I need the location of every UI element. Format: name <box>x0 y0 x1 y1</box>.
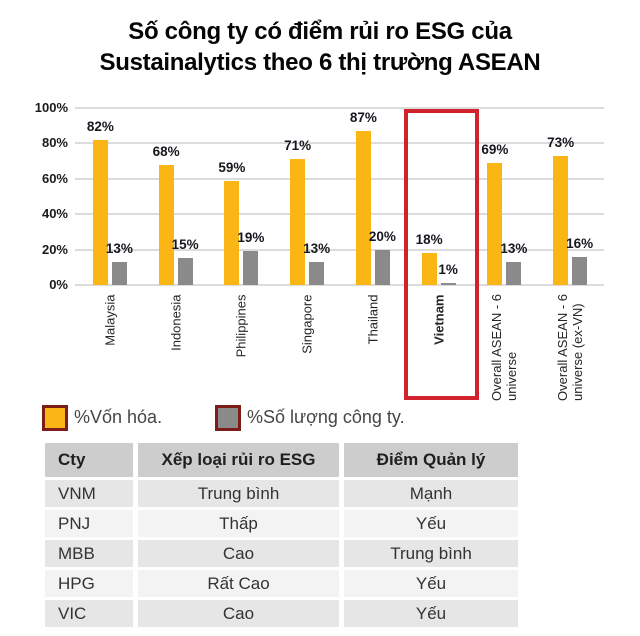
bar-value-label: 13% <box>303 240 331 256</box>
gridline-60 <box>75 177 604 180</box>
bar-marketcap-overall-asean-6-universe <box>487 162 503 285</box>
bar-value-label: 68% <box>152 143 180 159</box>
table-cell: Yếu <box>344 600 518 627</box>
y-axis-tick-label: 60% <box>41 170 68 186</box>
table-cell: Trung bình <box>344 540 518 567</box>
x-axis-label: Overall ASEAN - 6 universe <box>487 294 521 412</box>
bar-count-overall-asean-6-universe <box>506 261 522 285</box>
bar-value-label: 18% <box>415 232 443 248</box>
x-axis-label-text: Overall ASEAN - 6 universe (ex-VN) <box>555 294 586 401</box>
x-axis-label-text: Malaysia <box>102 294 118 346</box>
table-row-ticker: VIC <box>45 600 133 627</box>
x-axis-label-text: Thailand <box>365 294 381 344</box>
table-row-ticker: VNM <box>45 480 133 507</box>
y-axis-tick-label: 20% <box>41 241 68 257</box>
table-row-ticker: MBB <box>45 540 133 567</box>
bar-count-thailand <box>374 249 390 285</box>
bar-value-label: 1% <box>438 262 458 277</box>
x-axis-label: Singapore <box>298 294 317 412</box>
bar-marketcap-malaysia <box>92 139 108 285</box>
bar-marketcap-philippines <box>224 180 240 285</box>
bar-chart: 0% 20% 40% 60% 80% 100% 82% 13% Malaysia 68% 15% In… <box>34 100 604 412</box>
bar-count-philippines <box>243 251 259 285</box>
bar-count-singapore <box>309 261 325 285</box>
table-header-cell: Cty <box>45 443 133 477</box>
x-axis-label: Philippines <box>232 294 251 412</box>
gridline-100 <box>75 107 604 109</box>
x-axis-label-text: Overall ASEAN - 6 universe <box>489 294 520 401</box>
gridline-80 <box>75 142 604 145</box>
gridline-0 <box>75 284 604 286</box>
table-row-ticker: PNJ <box>45 510 133 537</box>
legend-label-market-cap: %Vốn hóa. <box>74 407 163 427</box>
legend-swatch-company-count <box>215 405 241 431</box>
y-axis-tick-label: 80% <box>41 135 68 151</box>
bar-value-label: 59% <box>218 159 246 175</box>
x-axis-label: Thailand <box>363 294 382 412</box>
x-axis-label: Indonesia <box>166 294 185 412</box>
table-cell: Yếu <box>344 510 518 537</box>
bar-value-label: 82% <box>86 118 114 134</box>
table-cell: Trung bình <box>138 480 339 507</box>
y-axis-tick-label: 0% <box>49 277 68 292</box>
table-cell: Yếu <box>344 570 518 597</box>
bar-count-overall-asean-6-universe-ex-vn- <box>572 256 588 285</box>
bar-value-label: 71% <box>284 138 312 154</box>
table-cell: Thấp <box>138 510 339 537</box>
table-cell: Cao <box>138 600 339 627</box>
bar-value-label: 15% <box>171 237 199 253</box>
bar-marketcap-thailand <box>355 131 371 285</box>
table-cell: Rất Cao <box>138 570 339 597</box>
page-title: Số công ty có điểm rủi ro ESG của Sustai… <box>0 16 640 78</box>
table-header-cell: Xếp loại rủi ro ESG <box>138 443 339 477</box>
gridline-40 <box>75 213 604 216</box>
y-axis-tick-label: 100% <box>34 100 68 115</box>
bar-value-label: 16% <box>566 235 594 251</box>
x-axis-label: Overall ASEAN - 6 universe (ex-VN) <box>553 294 587 412</box>
table-cell: Cao <box>138 540 339 567</box>
x-axis-label-text: Singapore <box>299 294 315 354</box>
bar-marketcap-overall-asean-6-universe-ex-vn- <box>553 155 569 285</box>
bar-value-label: 13% <box>105 240 133 256</box>
bar-value-label: 69% <box>481 141 509 157</box>
gridline-20 <box>75 248 604 251</box>
x-axis-label-text: Philippines <box>233 294 249 357</box>
bar-count-malaysia <box>111 261 127 285</box>
page-title-line1: Số công ty có điểm rủi ro ESG của <box>128 18 512 45</box>
bar-marketcap-vietnam <box>421 253 437 285</box>
page-title-line2: Sustainalytics theo 6 thị trường ASEAN <box>99 49 541 76</box>
bar-value-label: 87% <box>349 110 377 125</box>
table-cell: Mạnh <box>344 480 518 507</box>
bar-marketcap-singapore <box>290 159 306 285</box>
table-row-ticker: HPG <box>45 570 133 597</box>
x-axis-label: Malaysia <box>100 294 119 412</box>
table-header-cell: Điểm Quản lý <box>344 443 518 477</box>
bar-count-indonesia <box>177 258 193 285</box>
bar-value-label: 19% <box>237 230 265 246</box>
y-axis-tick-label: 40% <box>41 206 68 222</box>
bar-marketcap-indonesia <box>158 164 174 285</box>
legend-swatch-market-cap <box>42 405 68 431</box>
x-axis-label-text: Indonesia <box>168 294 184 351</box>
vietnam-highlight-box <box>404 109 479 400</box>
esg-rating-table: Cty Xếp loại rủi ro ESG Điểm Quản lý VNM Tru… <box>45 443 518 627</box>
bar-count-vietnam <box>440 283 456 285</box>
bar-value-label: 13% <box>500 240 528 256</box>
bar-value-label: 73% <box>547 134 575 150</box>
bar-value-label: 20% <box>368 228 396 244</box>
legend-label-company-count: %Số lượng công ty. <box>247 407 405 427</box>
